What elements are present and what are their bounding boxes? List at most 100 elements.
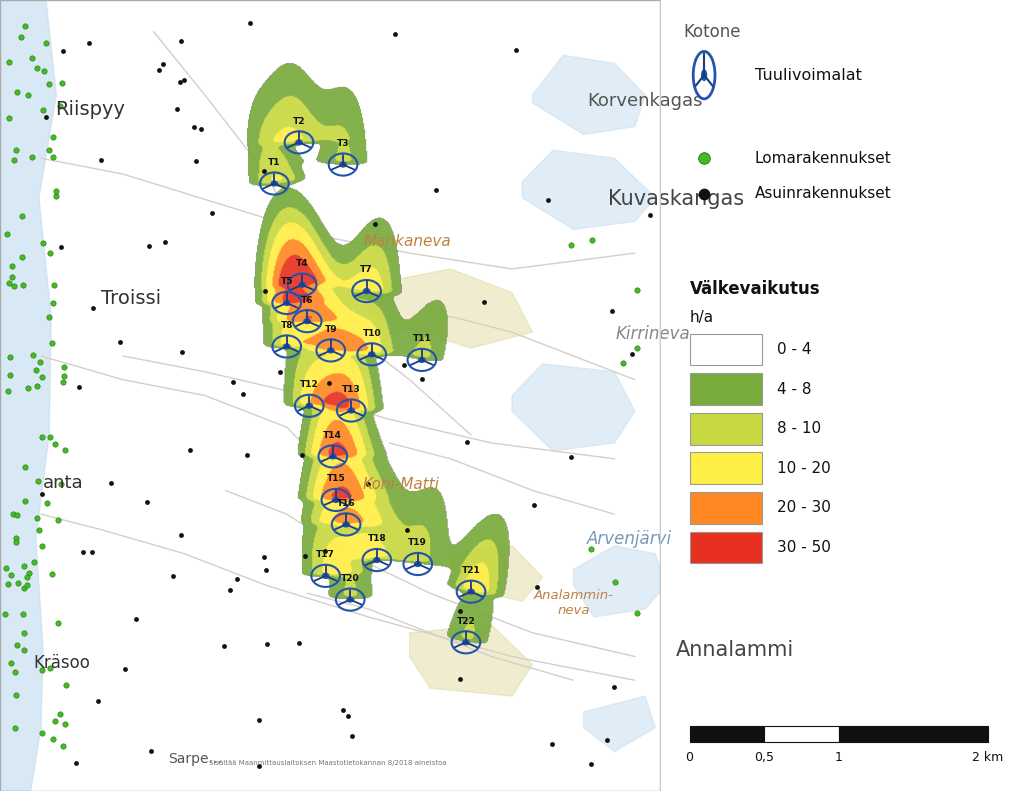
Point	[18, 570, 35, 583]
Text: T9: T9	[325, 325, 337, 334]
Bar	[839, 726, 987, 742]
Bar	[689, 532, 762, 563]
Point	[138, 496, 155, 509]
Text: Mankaneva: Mankaneva	[364, 234, 452, 248]
Point	[102, 476, 119, 489]
Point	[46, 279, 62, 292]
Point	[297, 550, 313, 562]
Point	[34, 726, 50, 739]
Circle shape	[415, 562, 421, 566]
Point	[81, 37, 97, 50]
Polygon shape	[0, 0, 56, 791]
Circle shape	[364, 289, 370, 293]
Point	[17, 494, 34, 507]
Point	[8, 688, 25, 701]
Text: Kuvaskangas: Kuvaskangas	[608, 189, 743, 210]
Point	[360, 478, 377, 490]
Point	[47, 438, 63, 451]
Text: T8: T8	[281, 321, 293, 330]
Point	[629, 607, 645, 619]
Point	[222, 583, 239, 596]
Point	[142, 745, 159, 758]
Point	[256, 165, 272, 178]
Point	[34, 371, 50, 384]
Point	[4, 259, 20, 272]
Point	[29, 380, 45, 392]
Point	[85, 302, 101, 315]
Point	[19, 382, 36, 395]
Point	[40, 78, 56, 90]
Point	[528, 581, 545, 593]
Point	[188, 154, 205, 167]
Polygon shape	[512, 364, 635, 451]
Text: T12: T12	[300, 380, 318, 389]
Point	[41, 144, 57, 157]
Point	[53, 240, 70, 253]
Text: Välkevaikutus: Välkevaikutus	[689, 280, 820, 297]
Point	[14, 210, 31, 222]
Circle shape	[348, 408, 354, 413]
Point	[194, 123, 210, 135]
Point	[169, 103, 185, 115]
Point	[239, 449, 255, 462]
Point	[9, 509, 26, 522]
Point	[15, 626, 32, 639]
Point	[204, 206, 220, 219]
Point	[583, 543, 599, 555]
Point	[128, 613, 144, 626]
Point	[90, 695, 106, 708]
Text: 30 - 50: 30 - 50	[777, 540, 830, 554]
Point	[614, 357, 631, 369]
Point	[118, 663, 134, 676]
Point	[55, 740, 72, 753]
Text: T13: T13	[342, 385, 360, 394]
Point	[427, 184, 443, 197]
Point	[453, 672, 469, 685]
Point	[0, 577, 16, 590]
Text: T20: T20	[341, 574, 359, 583]
Point	[8, 532, 25, 545]
Point	[34, 664, 50, 677]
Point	[35, 237, 51, 249]
Point	[603, 305, 620, 317]
Text: T18: T18	[368, 535, 386, 543]
Point	[44, 337, 60, 350]
Text: Analammin-
neva: Analammin- neva	[534, 589, 613, 617]
Point	[7, 143, 24, 156]
Point	[20, 567, 37, 580]
Text: T14: T14	[324, 431, 342, 440]
Point	[17, 20, 34, 32]
Point	[17, 460, 34, 473]
Text: 2 km: 2 km	[972, 751, 1004, 764]
Polygon shape	[573, 546, 666, 617]
Bar	[689, 334, 762, 365]
Point	[584, 234, 600, 247]
Point	[271, 365, 288, 378]
Point	[8, 536, 25, 548]
Point	[1, 112, 17, 125]
Point	[215, 640, 231, 653]
Point	[334, 704, 350, 717]
Text: T10: T10	[362, 329, 381, 338]
Point	[316, 545, 333, 558]
Point	[16, 644, 33, 657]
Point	[4, 271, 20, 283]
Text: Kräsoo: Kräsoo	[33, 654, 90, 672]
Point	[322, 377, 338, 389]
Point	[44, 567, 60, 580]
Text: Riispyy: Riispyy	[55, 100, 125, 119]
Text: h/a: h/a	[689, 311, 714, 325]
Text: 4 - 8: 4 - 8	[777, 382, 811, 396]
Point	[606, 681, 623, 694]
Text: 20 - 30: 20 - 30	[777, 501, 830, 515]
Point	[0, 562, 14, 574]
Point	[39, 497, 55, 509]
Point	[31, 475, 47, 487]
Point	[42, 430, 58, 443]
Point	[6, 666, 23, 679]
Text: 0 - 4: 0 - 4	[777, 343, 811, 357]
Point	[55, 361, 72, 373]
Point	[13, 30, 30, 43]
Point	[396, 358, 413, 371]
Point	[50, 617, 67, 630]
